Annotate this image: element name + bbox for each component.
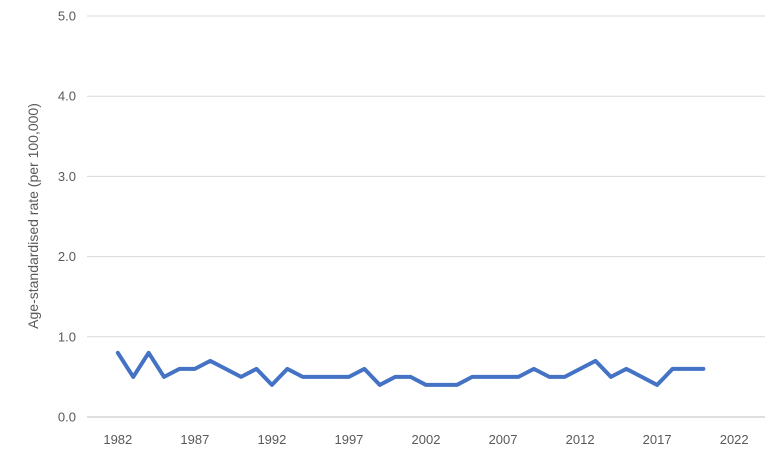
x-tick-label: 2022 xyxy=(720,432,749,447)
x-tick-label: 1987 xyxy=(180,432,209,447)
gridlines xyxy=(87,15,765,418)
series-group xyxy=(115,350,706,387)
y-axis-tick-labels: 0.0 1.0 2.0 3.0 4.0 5.0 xyxy=(58,9,76,425)
y-tick-label: 2.0 xyxy=(58,249,76,264)
y-tick-label: 4.0 xyxy=(58,89,76,104)
x-axis-tick-labels: 1982 1987 1992 1997 2002 2007 2012 2017 2022 xyxy=(103,432,748,447)
x-tick-label: 2002 xyxy=(412,432,441,447)
y-tick-label: 5.0 xyxy=(58,9,76,24)
x-tick-label: 1997 xyxy=(334,432,363,447)
x-tick-label: 2007 xyxy=(489,432,518,447)
y-tick-label: 1.0 xyxy=(58,329,76,344)
y-axis-title: Age-standardised rate (per 100,000) xyxy=(25,103,41,329)
y-tick-label: 0.0 xyxy=(58,410,76,425)
x-tick-label: 1992 xyxy=(257,432,286,447)
x-tick-label: 2017 xyxy=(643,432,672,447)
x-tick-label: 2012 xyxy=(566,432,595,447)
series-line-0 xyxy=(115,350,706,387)
y-tick-label: 3.0 xyxy=(58,169,76,184)
x-tick-label: 1982 xyxy=(103,432,132,447)
